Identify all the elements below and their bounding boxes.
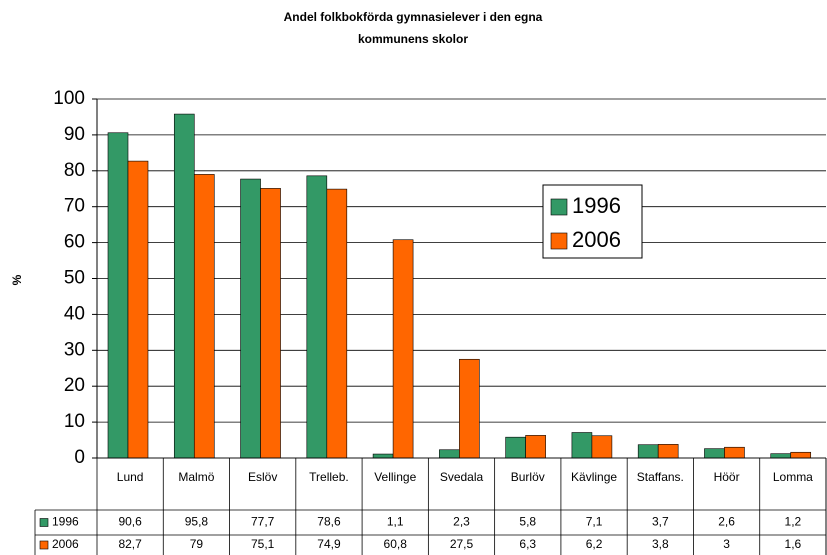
bar: [790, 451, 812, 459]
x-tick-label: Vellinge: [374, 470, 416, 484]
y-axis-label: %: [10, 274, 24, 285]
x-tick-label: Svedala: [440, 470, 484, 484]
table-value: 75,1: [251, 537, 275, 551]
bar: [372, 453, 394, 459]
y-tick-label: 60: [64, 232, 85, 253]
table-value: 6,3: [519, 537, 536, 551]
y-tick-label: 30: [64, 339, 85, 360]
y-tick-label: 20: [64, 375, 85, 396]
bar: [240, 178, 261, 459]
bar: [525, 435, 546, 459]
bar: [657, 444, 679, 459]
bar: [173, 113, 195, 459]
x-tick-label: Eslöv: [248, 470, 277, 484]
x-tick-label: Trelleb.: [309, 470, 349, 484]
table-value: 82,7: [118, 537, 142, 551]
legend-key: [550, 232, 568, 250]
table-value: 7,1: [586, 515, 603, 529]
table-value: 3,7: [652, 515, 669, 529]
chart-title: Andel folkbokförda gymnasielever i den e…: [284, 10, 543, 24]
table-legend-key: [39, 540, 49, 550]
y-tick-label: 90: [64, 124, 85, 145]
bar: [306, 175, 328, 459]
x-tick-label: Burlöv: [511, 470, 545, 484]
bar: [459, 358, 480, 459]
y-tick-label: 70: [64, 196, 85, 217]
table-value: 90,6: [118, 515, 142, 529]
bar: [326, 188, 348, 459]
table-value: 2,3: [453, 515, 470, 529]
table-value: 3,8: [652, 537, 669, 551]
table-value: 27,5: [450, 537, 474, 551]
bar: [637, 444, 659, 459]
bar: [260, 188, 281, 459]
table-series-name: 2006: [52, 537, 79, 551]
table-value: 60,8: [384, 537, 408, 551]
table-series-name: 1996: [52, 515, 79, 529]
table-value: 74,9: [317, 537, 341, 551]
table-value: 95,8: [185, 515, 209, 529]
y-tick-label: 40: [64, 303, 85, 324]
table-value: 78,6: [317, 515, 341, 529]
x-tick-label: Staffans.: [637, 470, 684, 484]
table-value: 1,6: [785, 537, 802, 551]
table-value: 3: [723, 537, 730, 551]
bar: [107, 132, 129, 459]
bar: [439, 449, 460, 459]
bar: [127, 160, 149, 459]
table-value: 1,1: [387, 515, 404, 529]
bar: [505, 436, 526, 459]
chart-title: kommunens skolor: [358, 32, 468, 46]
y-tick-label: 10: [64, 411, 85, 432]
bar: [770, 453, 792, 459]
bar: [193, 174, 215, 459]
table-value: 79: [190, 537, 204, 551]
table-value: 77,7: [251, 515, 275, 529]
legend-label: 2006: [572, 227, 621, 252]
x-tick-label: Lomma: [773, 470, 813, 484]
legend-label: 1996: [572, 193, 621, 218]
x-tick-label: Lund: [117, 470, 144, 484]
y-tick-label: 100: [53, 88, 85, 109]
table-value: 5,8: [519, 515, 536, 529]
table-value: 2,6: [718, 515, 735, 529]
bar: [392, 239, 414, 459]
bar: [704, 448, 725, 459]
table-value: 6,2: [586, 537, 603, 551]
x-tick-label: Höör: [714, 470, 740, 484]
table-value: 1,2: [785, 515, 802, 529]
y-tick-label: 0: [74, 447, 85, 468]
table-legend-key: [39, 518, 49, 527]
y-tick-label: 50: [64, 268, 85, 289]
legend-key: [550, 198, 568, 216]
bar: [591, 435, 613, 459]
bar: [724, 446, 745, 459]
x-tick-label: Kävlinge: [571, 470, 617, 484]
x-tick-label: Malmö: [178, 470, 214, 484]
y-tick-label: 80: [64, 160, 85, 181]
bar: [571, 432, 593, 459]
